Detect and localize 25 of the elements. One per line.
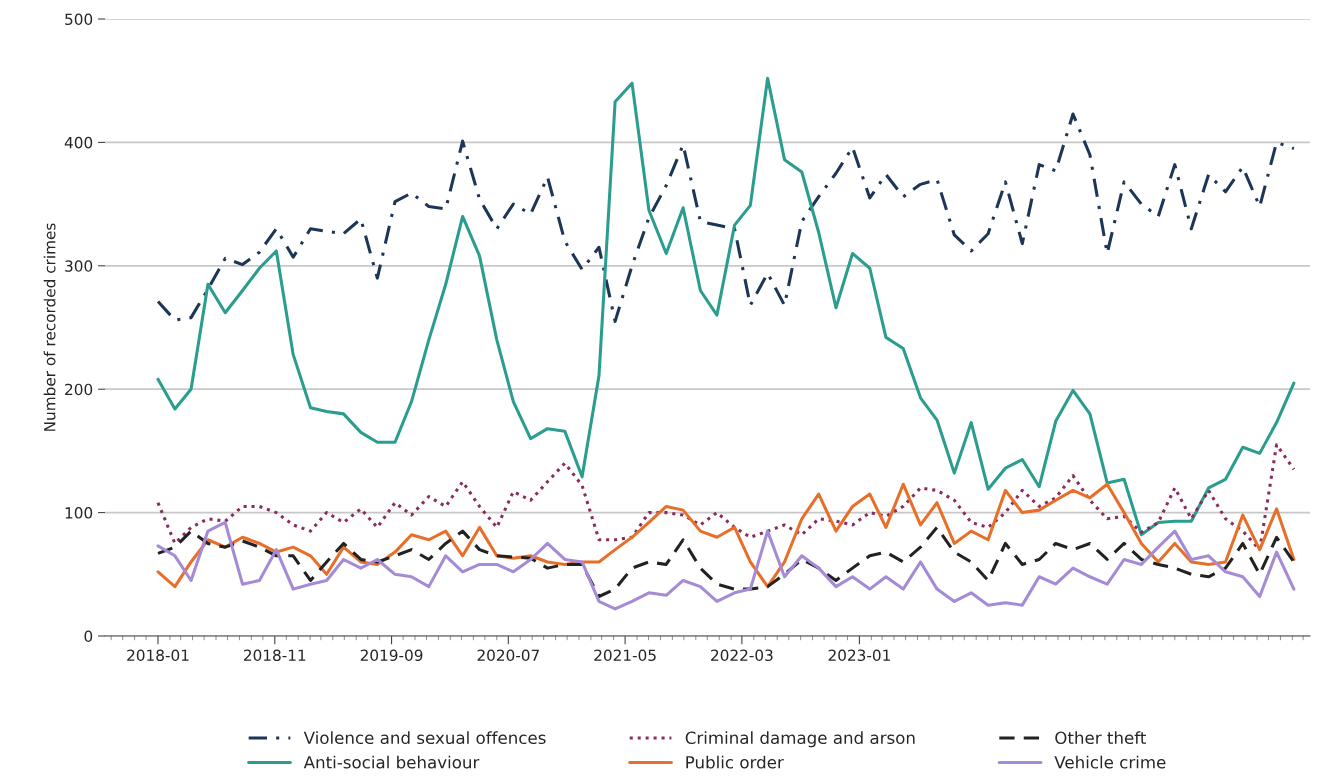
y-tick-label: 200 xyxy=(65,383,93,396)
line-series xyxy=(156,525,1296,599)
y-tick-label: 100 xyxy=(65,507,93,519)
line-series xyxy=(156,76,1296,537)
x-tick-label: 2018-11 xyxy=(243,649,306,662)
line-series xyxy=(156,520,1296,611)
x-tick-label: 2022-03 xyxy=(711,649,773,662)
legend-label: Criminal damage and arson xyxy=(685,731,915,748)
x-tick-label: 2023-01 xyxy=(828,649,890,662)
legend-label: Other theft xyxy=(1055,731,1146,745)
y-tick-label: 500 xyxy=(65,13,93,26)
legend-label: Anti-social behaviour xyxy=(303,755,480,769)
legend-label: Violence and sexual offences xyxy=(303,731,546,745)
y-axis-title: Number of recorded crimes xyxy=(43,223,56,431)
legend-label: Vehicle crime xyxy=(1054,755,1166,769)
line-series xyxy=(156,482,1296,589)
y-tick-label: 0 xyxy=(84,630,93,643)
legend-label: Public order xyxy=(686,755,784,769)
x-tick-label: 2021-05 xyxy=(594,649,656,662)
y-tick-label: 300 xyxy=(65,260,93,272)
x-tick-label: 2019-09 xyxy=(360,649,423,662)
y-tick-label: 400 xyxy=(64,136,93,149)
x-tick-label: 2018-01 xyxy=(127,649,189,662)
line-series xyxy=(156,112,1296,323)
x-tick-label: 2020-07 xyxy=(477,649,539,662)
